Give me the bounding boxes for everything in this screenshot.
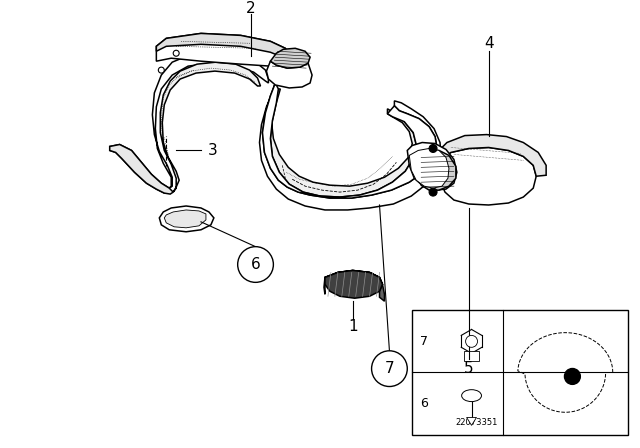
Polygon shape	[324, 271, 385, 301]
Text: 5: 5	[464, 361, 474, 376]
Polygon shape	[439, 134, 546, 176]
Text: 6: 6	[251, 257, 260, 272]
Polygon shape	[439, 147, 536, 205]
Polygon shape	[266, 61, 312, 88]
Polygon shape	[467, 418, 477, 426]
Circle shape	[237, 247, 273, 282]
Text: 22073351: 22073351	[456, 418, 498, 427]
Text: 6: 6	[420, 397, 428, 410]
Circle shape	[158, 67, 164, 73]
Polygon shape	[156, 34, 291, 66]
Polygon shape	[271, 89, 416, 197]
Polygon shape	[159, 206, 214, 232]
Polygon shape	[109, 51, 268, 193]
Polygon shape	[160, 62, 260, 192]
Polygon shape	[271, 48, 310, 68]
Circle shape	[173, 50, 179, 56]
Polygon shape	[407, 142, 457, 190]
Polygon shape	[259, 83, 441, 210]
Text: 1: 1	[348, 319, 358, 333]
Polygon shape	[109, 145, 173, 194]
Polygon shape	[164, 210, 206, 228]
Circle shape	[429, 145, 437, 152]
Polygon shape	[262, 83, 437, 198]
Text: 7: 7	[385, 361, 394, 376]
Text: 4: 4	[484, 36, 493, 51]
Circle shape	[564, 369, 580, 384]
Circle shape	[372, 351, 407, 387]
Polygon shape	[409, 148, 449, 188]
Polygon shape	[325, 271, 383, 298]
Text: 2: 2	[246, 1, 255, 16]
Bar	[463, 351, 479, 361]
Circle shape	[429, 188, 437, 196]
Polygon shape	[417, 151, 456, 190]
Polygon shape	[156, 34, 291, 58]
Text: 3: 3	[208, 143, 218, 158]
Ellipse shape	[461, 390, 481, 401]
Circle shape	[466, 336, 477, 347]
Text: 7: 7	[420, 335, 428, 348]
Bar	[412, 310, 628, 435]
